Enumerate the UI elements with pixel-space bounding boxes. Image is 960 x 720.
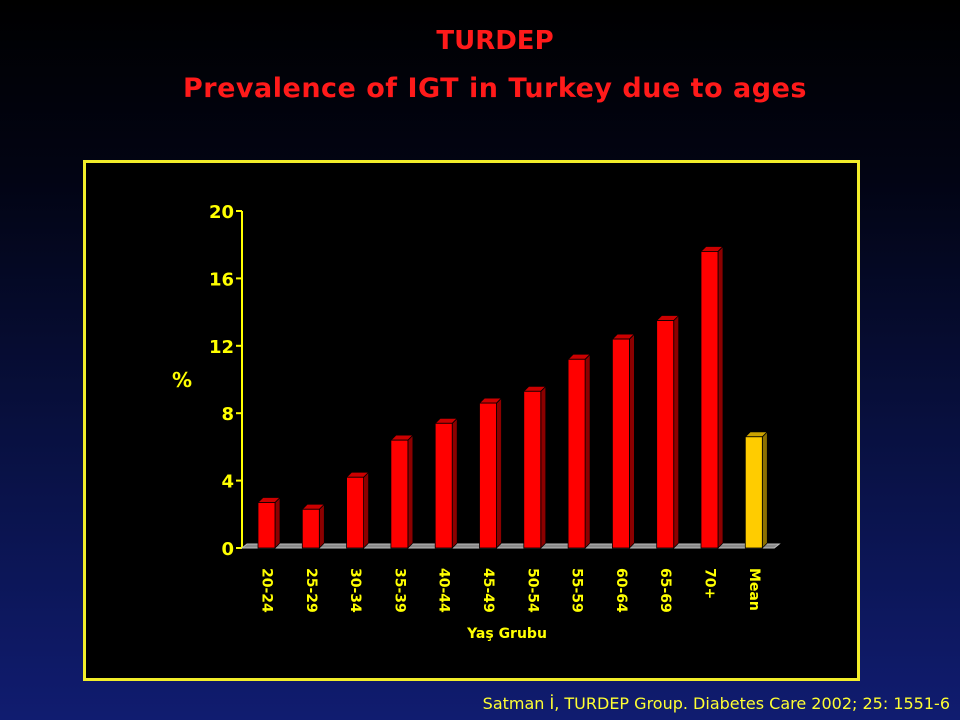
x-tick-label: 35-39 [391, 568, 407, 613]
x-tick-label: 65-69 [657, 568, 673, 613]
bar-side [629, 333, 635, 549]
bar-70+ [700, 245, 724, 549]
bar-front [523, 390, 542, 549]
y-tick-label: 0 [221, 539, 234, 560]
bar-front [434, 422, 453, 549]
bar-side [673, 314, 680, 549]
bar-55-59 [567, 353, 592, 549]
y-tick-label: 20 [209, 202, 234, 223]
y-tick-label: 16 [209, 269, 234, 290]
y-tick-label: 12 [209, 337, 234, 358]
x-tick-label: Mean [746, 568, 762, 611]
x-axis-title: Yaş Grubu [466, 626, 547, 642]
bar-side [363, 471, 370, 549]
bar-front [257, 502, 276, 549]
x-tick-label: 45-49 [480, 568, 496, 613]
y-tick-label: 4 [221, 472, 234, 493]
bar-side [451, 417, 458, 549]
bar-Mean [744, 430, 769, 549]
bars [257, 245, 769, 549]
bar-65-69 [655, 314, 680, 549]
bar-front [390, 439, 409, 549]
bar-front [744, 436, 763, 549]
bar-chart: 0 4 8 12 16 20 20-24 25-29 30-34 35-39 40-44 45-49… [172, 202, 781, 642]
x-tick-label: 60-64 [613, 568, 629, 613]
chart-frame: 0 4 8 12 16 20 20-24 25-29 30-34 35-39 40-44 45-49… [83, 160, 860, 681]
bar-side [761, 430, 768, 549]
bar-60-64 [611, 333, 636, 549]
bar-50-54 [522, 385, 547, 549]
y-axis: 0 4 8 12 16 20 [209, 202, 243, 560]
bar-side [717, 245, 724, 549]
bar-front [301, 508, 320, 549]
bar-40-44 [434, 417, 459, 549]
x-tick-label: 70+ [702, 568, 718, 599]
bar-front [479, 402, 497, 549]
bar-front [567, 358, 586, 549]
citation: Satman İ, TURDEP Group. Diabetes Care 20… [482, 694, 950, 713]
chart-floor-plane [240, 543, 781, 549]
x-tick-label: 20-24 [259, 568, 275, 613]
bar-front [612, 338, 630, 549]
x-tick-label: 30-34 [347, 568, 363, 613]
bar-side [584, 353, 591, 549]
bar-side [496, 397, 502, 549]
bar-30-34 [345, 471, 370, 549]
bar-side [407, 434, 414, 549]
y-tick-label: 8 [221, 404, 234, 425]
bar-side [274, 496, 281, 549]
x-tick-label: 55-59 [569, 568, 585, 613]
x-axis-labels: 20-24 25-29 30-34 35-39 40-44 45-49 50-54 55-59… [259, 568, 762, 613]
bar-25-29 [301, 503, 326, 549]
bar-front [656, 320, 675, 549]
x-tick-label: 25-29 [303, 568, 319, 613]
y-axis-title: % [172, 368, 192, 392]
bar-front [346, 476, 365, 549]
bar-45-49 [478, 397, 503, 549]
chart-floor [240, 543, 781, 549]
bar-side [540, 385, 547, 549]
chart-title: TURDEP [436, 26, 554, 56]
bar-35-39 [389, 434, 414, 549]
x-tick-label: 40-44 [436, 568, 452, 613]
chart-subtitle: Prevalence of IGT in Turkey due to ages [183, 73, 807, 104]
bar-side [318, 503, 325, 549]
x-tick-label: 50-54 [524, 568, 540, 613]
bar-20-24 [257, 496, 281, 549]
bar-front [700, 251, 719, 549]
